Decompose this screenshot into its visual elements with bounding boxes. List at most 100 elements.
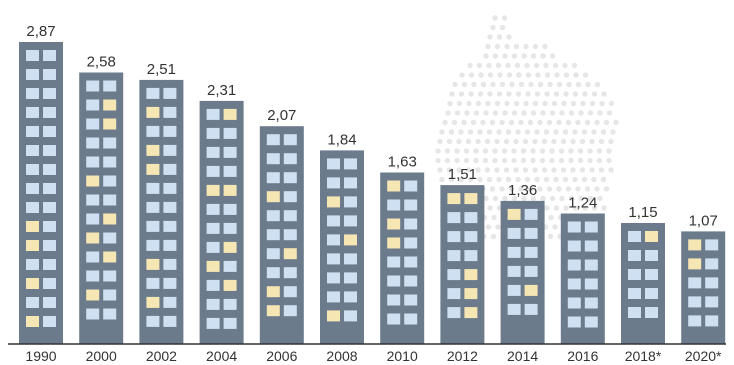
window xyxy=(387,294,401,306)
window xyxy=(327,272,340,284)
window xyxy=(628,307,641,318)
map-dot xyxy=(504,43,510,50)
map-dot xyxy=(461,119,467,126)
map-dot xyxy=(537,186,543,192)
map-dot xyxy=(549,195,556,202)
map-dot xyxy=(494,43,501,50)
x-tick-label-8: 2014 xyxy=(507,348,538,364)
window xyxy=(43,278,56,289)
map-dot xyxy=(589,167,595,173)
window-lit xyxy=(387,180,401,192)
map-dot xyxy=(511,195,518,202)
map-dot xyxy=(456,138,462,145)
window-lit xyxy=(223,184,237,196)
window xyxy=(327,253,340,265)
map-dot xyxy=(589,138,595,145)
window xyxy=(103,156,117,168)
map-dot xyxy=(608,167,614,173)
map-dot xyxy=(562,62,568,69)
window xyxy=(404,256,418,268)
map-dot xyxy=(561,100,567,107)
bars xyxy=(19,42,726,345)
window xyxy=(327,177,340,189)
map-dot xyxy=(570,100,577,107)
window xyxy=(223,260,237,272)
map-dot xyxy=(506,91,512,97)
bar-2020 xyxy=(681,231,726,344)
map-dot xyxy=(601,205,607,211)
map-dot xyxy=(496,91,503,97)
map-dot xyxy=(499,186,505,192)
window xyxy=(223,165,237,177)
window-lit xyxy=(146,258,160,270)
map-dot xyxy=(525,91,531,97)
map-dot xyxy=(587,195,594,202)
map-dot xyxy=(558,148,565,154)
window xyxy=(266,229,280,241)
map-dot xyxy=(549,110,556,116)
map-dot xyxy=(597,195,603,202)
map-dot xyxy=(591,129,597,135)
map-dot xyxy=(492,148,498,154)
window xyxy=(86,118,100,130)
window xyxy=(447,231,461,243)
window xyxy=(103,289,117,301)
window xyxy=(26,88,39,99)
bar-building xyxy=(320,150,364,344)
window xyxy=(283,172,297,184)
window xyxy=(43,297,56,308)
window xyxy=(344,196,357,208)
map-dot xyxy=(560,167,567,173)
window-lit xyxy=(103,213,117,225)
map-dot xyxy=(580,100,586,107)
map-dot xyxy=(608,138,614,145)
window xyxy=(206,146,220,158)
window xyxy=(283,153,297,165)
map-dot xyxy=(543,62,549,69)
map-dot xyxy=(582,205,588,211)
map-dot xyxy=(448,176,455,183)
map-dot xyxy=(556,81,563,88)
window xyxy=(344,253,357,265)
window xyxy=(163,220,177,232)
window xyxy=(584,240,598,252)
window-lit xyxy=(223,279,237,291)
map-dot xyxy=(518,81,525,88)
window xyxy=(447,250,461,262)
window xyxy=(266,172,280,184)
bar-2000 xyxy=(79,72,124,344)
window-lit xyxy=(26,316,39,327)
map-dot xyxy=(511,110,518,116)
map-dot xyxy=(591,91,598,97)
map-dot xyxy=(492,157,498,164)
window-lit xyxy=(26,221,39,232)
map-dot xyxy=(530,195,537,202)
window xyxy=(584,221,598,233)
x-axis-tick-labels: 1990 2000 2002 2004 2006 2008 2010 2012 … xyxy=(25,348,722,364)
window xyxy=(86,156,100,168)
map-dot xyxy=(518,186,524,192)
value-label-7: 1,51 xyxy=(448,166,477,183)
map-dot xyxy=(480,81,487,88)
map-dot xyxy=(542,100,548,107)
window xyxy=(705,239,719,251)
map-dot xyxy=(471,81,477,88)
x-tick-label-1: 2000 xyxy=(86,348,117,364)
window xyxy=(567,297,581,309)
window xyxy=(327,291,340,303)
map-dot xyxy=(515,176,521,183)
map-dot xyxy=(451,119,458,126)
window-lit xyxy=(146,163,160,175)
window xyxy=(103,137,117,149)
map-dot xyxy=(530,157,536,164)
window xyxy=(146,87,160,99)
map-dot xyxy=(461,81,468,88)
map-dot xyxy=(527,186,534,192)
window xyxy=(507,284,521,296)
window xyxy=(26,259,39,270)
map-dot xyxy=(435,148,441,154)
map-dot xyxy=(596,157,603,164)
window xyxy=(163,277,177,289)
map-dot xyxy=(572,91,579,97)
map-dot xyxy=(452,81,458,88)
